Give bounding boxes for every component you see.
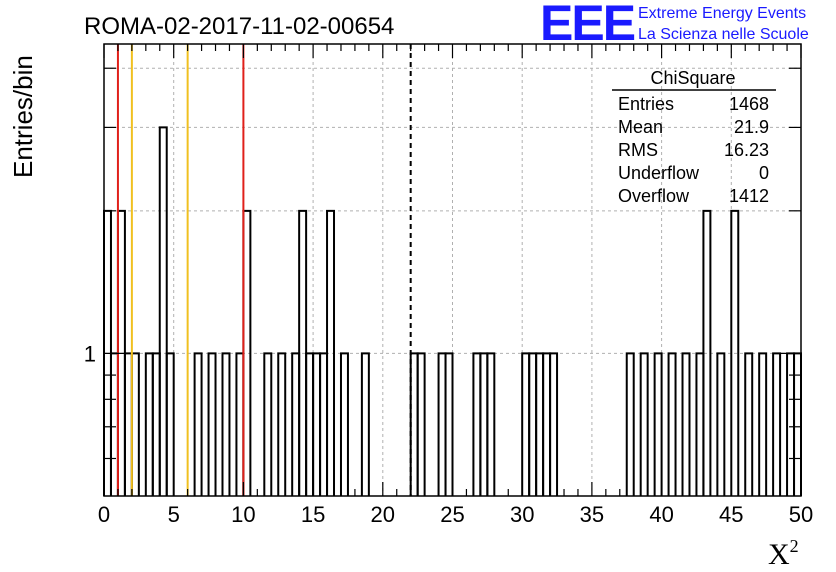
stats-value: 21.9	[734, 117, 769, 137]
histogram-bin	[444, 352, 454, 496]
x-tick-label: 50	[789, 502, 813, 527]
histogram-bin	[165, 352, 175, 496]
histogram-bin	[639, 352, 649, 496]
histogram-bin	[305, 352, 315, 496]
stats-value: 16.23	[724, 140, 769, 160]
histogram-bin	[319, 352, 329, 496]
x-tick-label: 15	[301, 502, 325, 527]
y-tick-label: 1	[84, 341, 96, 366]
x-tick-label: 10	[231, 502, 255, 527]
histogram-bin	[549, 352, 559, 496]
histogram-bin	[535, 352, 545, 496]
stats-rows: Entries 1468 Mean 21.9 RMS 16.23 Underflow 0 Ove…	[618, 94, 769, 206]
histogram-bin	[360, 352, 370, 496]
histogram-bin	[772, 352, 782, 496]
histogram-bin	[291, 352, 301, 496]
histogram-bin	[207, 352, 217, 496]
histogram-bin	[437, 352, 447, 496]
histogram-bin	[625, 352, 635, 496]
histogram-bin	[716, 352, 726, 496]
histogram	[103, 126, 802, 496]
histogram-bin	[151, 352, 161, 496]
chart-title: ROMA-02-2017-11-02-00654	[84, 13, 394, 40]
x-tick-label: 35	[580, 502, 604, 527]
stats-box: ChiSquare Entries 1468 Mean 21.9 RMS 16.23 Und…	[612, 68, 776, 206]
histogram-bin	[744, 352, 754, 496]
histogram-bin	[277, 352, 287, 496]
histogram-bin	[730, 209, 740, 496]
histogram-bin	[528, 352, 538, 496]
histogram-bin	[123, 352, 133, 496]
stats-label: Mean	[618, 117, 663, 137]
x-tick-label: 40	[649, 502, 673, 527]
histogram-bin	[681, 352, 691, 496]
stats-value: 0	[759, 163, 769, 183]
x-tick-label: 30	[510, 502, 534, 527]
x-tick-label: 0	[98, 502, 110, 527]
histogram-bin	[695, 352, 705, 496]
histogram-bin	[653, 352, 663, 496]
histogram-bin	[312, 352, 322, 496]
histogram-bin	[479, 352, 489, 496]
stats-label: Entries	[618, 94, 674, 114]
histogram-bin	[263, 352, 273, 496]
x-tick-label: 45	[719, 502, 743, 527]
eee-subtitle-line1: Extreme Energy Events	[638, 5, 806, 22]
x-axis-title: X2	[768, 536, 799, 571]
histogram-bin	[130, 352, 140, 496]
x-tick-label: 5	[168, 502, 180, 527]
histogram-bin	[339, 352, 349, 496]
eee-subtitle-line2: La Scienza nelle Scuole	[638, 26, 809, 43]
plot-frame	[103, 43, 802, 497]
histogram-bin	[193, 352, 203, 496]
histogram-bin	[221, 352, 231, 496]
histogram-bin	[542, 352, 552, 496]
x-axis-title-base: X	[768, 538, 790, 571]
stats-label: RMS	[618, 140, 658, 160]
histogram-bin	[758, 352, 768, 496]
histogram-bin	[702, 209, 712, 496]
stats-label: Underflow	[618, 163, 700, 183]
tick-labels: 0 5 10 15 20 25 30 35 40 45 50 1	[84, 341, 813, 527]
histogram-bin	[416, 352, 426, 496]
histogram-bin	[472, 352, 482, 496]
x-tick-label: 25	[440, 502, 464, 527]
x-tick-label: 20	[371, 502, 395, 527]
histogram-bin	[158, 126, 168, 496]
histogram-bin	[486, 352, 496, 496]
eee-logo: EEE	[540, 0, 635, 51]
stats-label: Overflow	[618, 186, 690, 206]
x-axis-title-superscript: 2	[790, 536, 799, 556]
histogram-bin	[521, 352, 531, 496]
stats-value: 1468	[729, 94, 769, 114]
histogram-bin	[667, 352, 677, 496]
y-axis-title: Entries/bin	[8, 55, 38, 178]
histogram-bin	[409, 352, 419, 496]
histogram-bin	[235, 352, 245, 496]
histogram-bin	[326, 209, 336, 496]
stats-title: ChiSquare	[650, 68, 735, 88]
histogram-bin	[144, 352, 154, 496]
stats-value: 1412	[729, 186, 769, 206]
reference-lines	[116, 44, 412, 496]
